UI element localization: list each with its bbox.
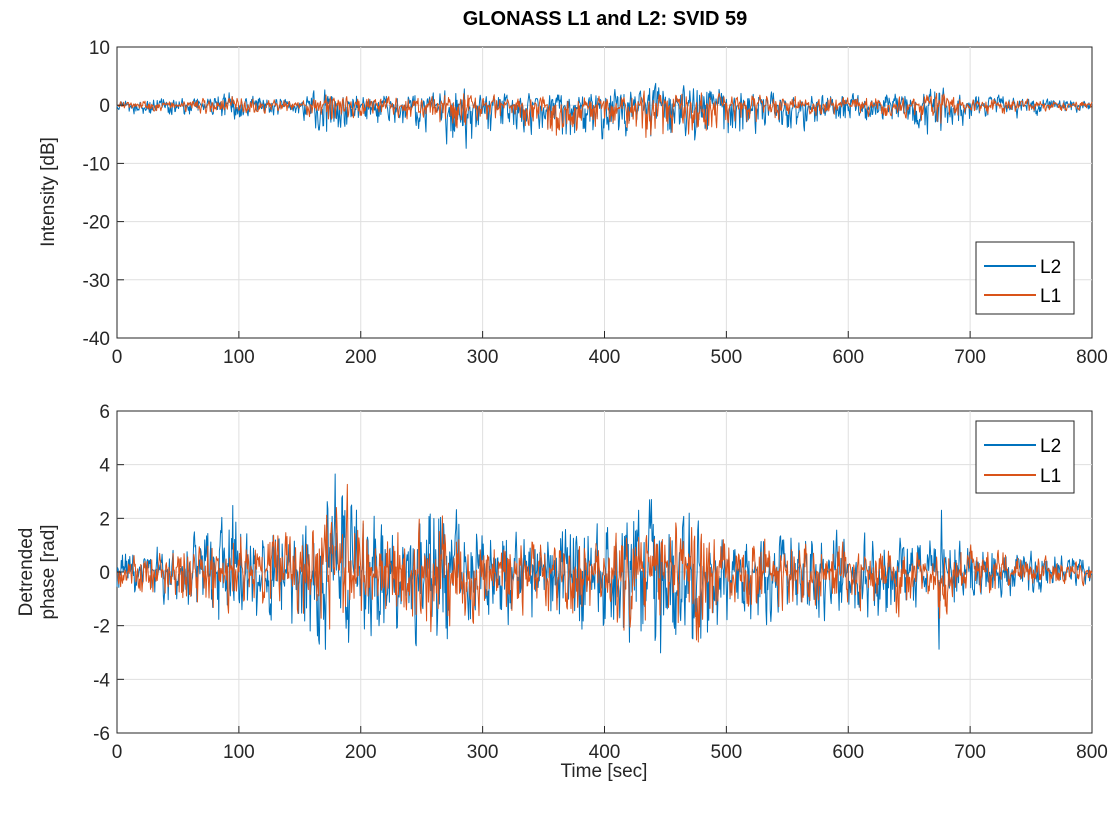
x-tick-label: 500	[711, 347, 743, 368]
x-tick-label: 300	[467, 347, 499, 368]
x-tick-label: 600	[832, 347, 864, 368]
phase-panel: 0 100 200 300 400 500 600 700 800 -6 -4 -2 0 2 4 6 Detr…	[16, 402, 1108, 782]
x-tick-label: 700	[954, 347, 986, 368]
intensity-panel: 0 100 200 300 400 500 600 700 800 -40 -30 -20 -10 0 10…	[38, 38, 1108, 368]
series-l2-line	[116, 82, 1093, 149]
y-tick-label: 0	[99, 96, 110, 117]
intensity-legend-l2-label: L2	[1040, 257, 1061, 278]
phase-ticks: 0 100 200 300 400 500 600 700 800 -6 -4 -2 0 2 4 6	[93, 402, 1108, 763]
phase-ylabel-line1: Detrended	[16, 528, 37, 617]
x-tick-label: 800	[1076, 347, 1108, 368]
intensity-series	[116, 82, 1093, 149]
x-tick-label: 400	[589, 742, 621, 763]
x-tick-label: 400	[589, 347, 621, 368]
intensity-legend: L2 L1	[975, 241, 1075, 315]
series-l1-line	[116, 483, 1093, 643]
y-tick-label: -2	[93, 617, 110, 638]
x-tick-label: 700	[954, 742, 986, 763]
y-tick-label: 6	[99, 402, 110, 423]
x-tick-label: 200	[345, 347, 377, 368]
y-tick-label: -20	[83, 213, 110, 234]
series-l2-line	[116, 473, 1093, 654]
x-tick-label: 500	[711, 742, 743, 763]
y-tick-label: 4	[99, 456, 110, 477]
phase-ylabel-line2: phase [rad]	[38, 524, 59, 619]
x-tick-label: 100	[223, 347, 255, 368]
y-tick-label: 0	[99, 563, 110, 584]
phase-legend-box	[975, 420, 1075, 494]
phase-xlabel: Time [sec]	[561, 761, 648, 782]
intensity-ylabel: Intensity [dB]	[38, 137, 59, 247]
y-tick-label: -6	[93, 724, 110, 745]
y-tick-label: -30	[83, 271, 110, 292]
x-tick-label: 800	[1076, 742, 1108, 763]
y-tick-label: 2	[99, 509, 110, 530]
intensity-legend-box	[975, 241, 1075, 315]
y-tick-label: -10	[83, 154, 110, 175]
phase-series	[116, 473, 1093, 654]
y-tick-label: 10	[89, 38, 110, 59]
phase-legend-l1-label: L1	[1040, 466, 1061, 487]
x-tick-label: 300	[467, 742, 499, 763]
figure-title: GLONASS L1 and L2: SVID 59	[463, 8, 748, 30]
x-tick-label: 200	[345, 742, 377, 763]
y-tick-label: -4	[93, 670, 110, 691]
series-l1-line	[116, 90, 1093, 138]
x-tick-label: 0	[112, 742, 123, 763]
intensity-ticks: 0 100 200 300 400 500 600 700 800 -40 -30 -20 -10 0 10	[83, 38, 1108, 368]
y-tick-label: -40	[83, 329, 110, 350]
phase-legend-l2-label: L2	[1040, 436, 1061, 457]
x-tick-label: 100	[223, 742, 255, 763]
x-tick-label: 0	[112, 347, 123, 368]
phase-legend: L2 L1	[975, 420, 1075, 494]
x-tick-label: 600	[832, 742, 864, 763]
intensity-legend-l1-label: L1	[1040, 286, 1061, 307]
